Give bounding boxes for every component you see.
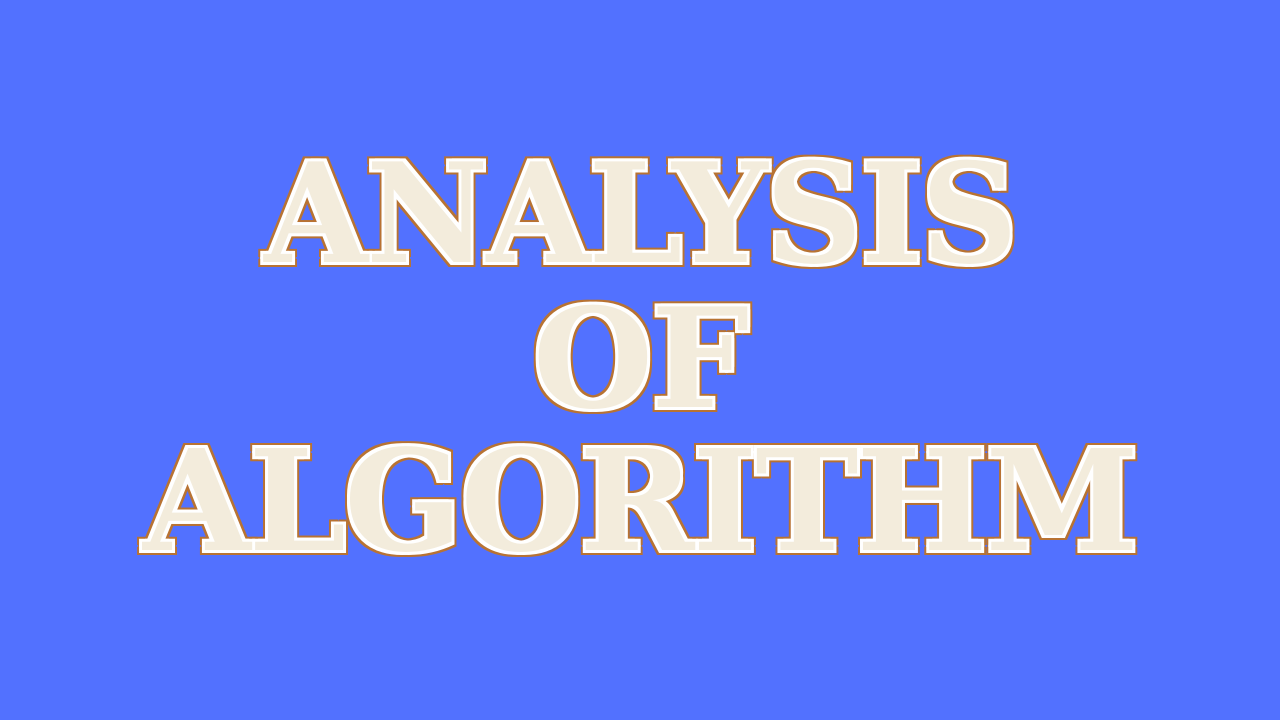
title-line-of: OF bbox=[531, 277, 750, 440]
title-line-analysis: ANALYSIS bbox=[263, 132, 1019, 295]
title-line-algorithm: ALGORITHM bbox=[142, 420, 1141, 584]
